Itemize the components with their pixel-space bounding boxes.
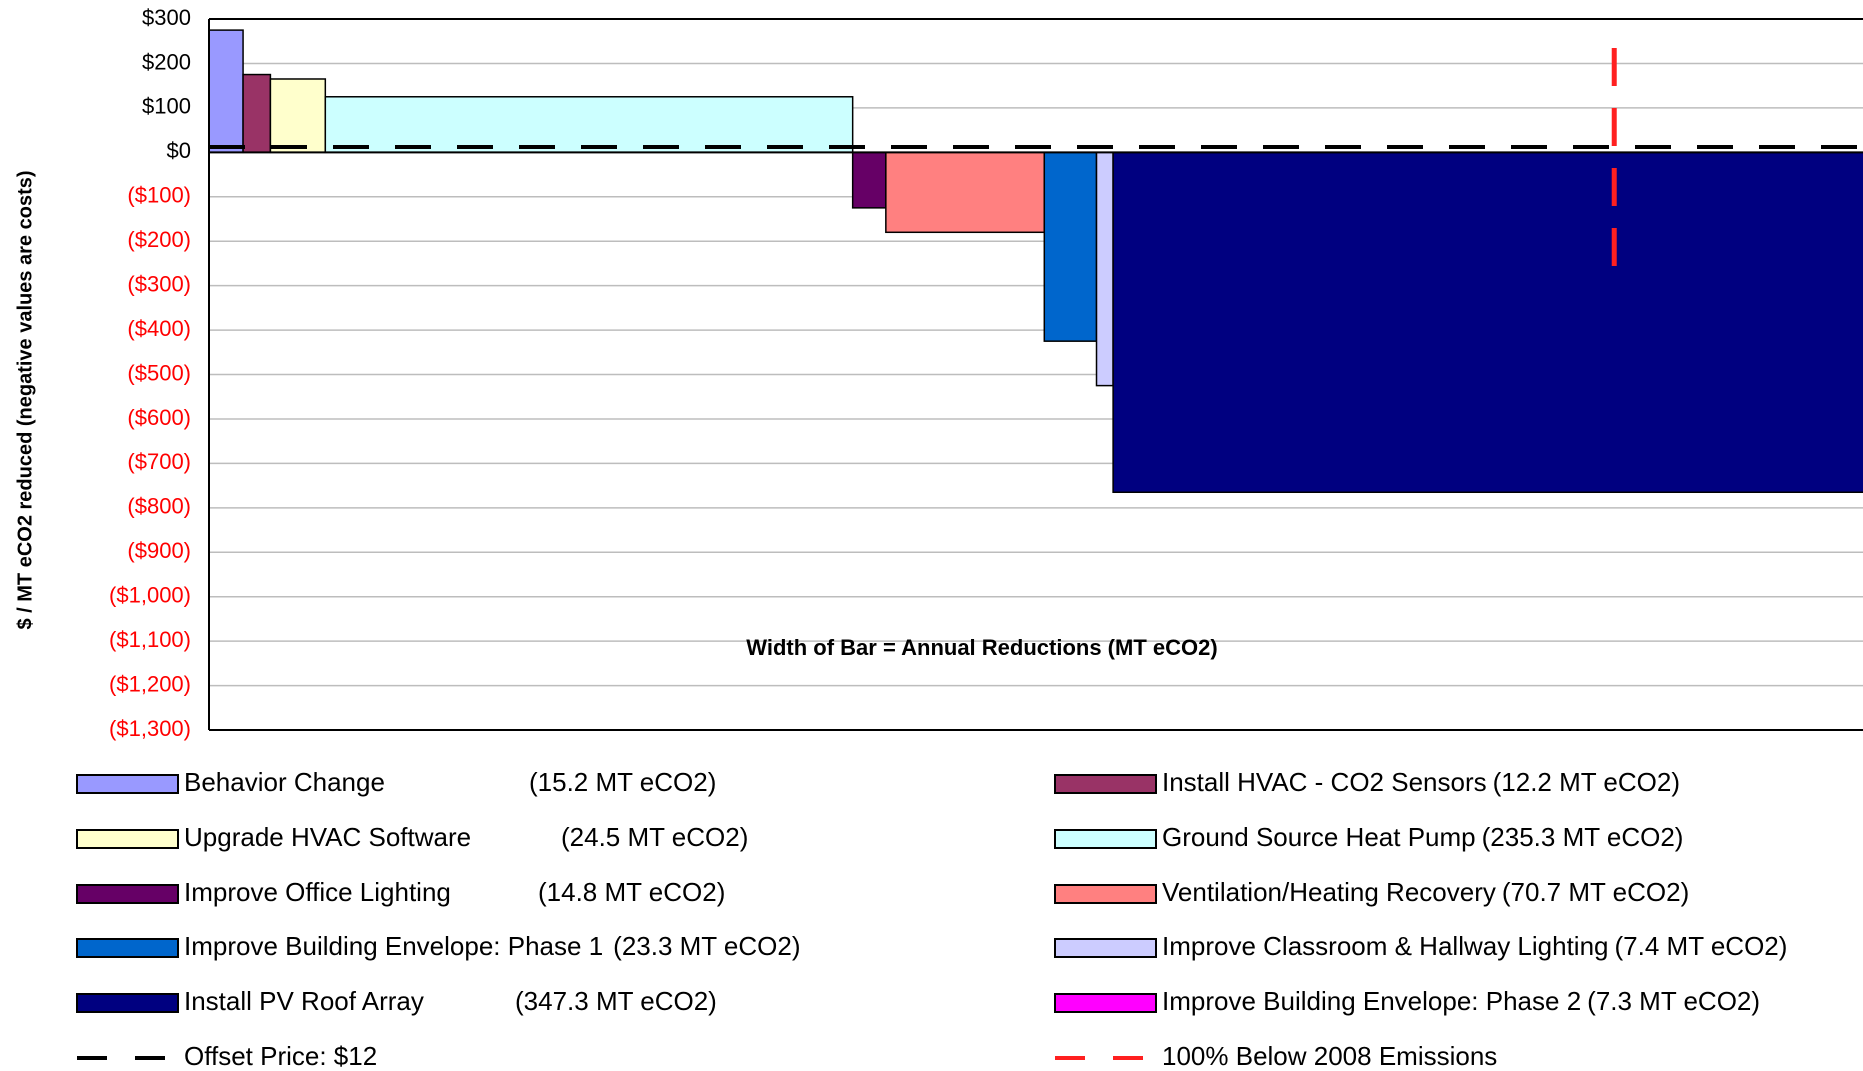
legend-swatch bbox=[76, 774, 179, 794]
legend-width: (15.2 MT eCO2) bbox=[529, 767, 716, 797]
y-tick-label: $200 bbox=[142, 49, 191, 74]
bar bbox=[885, 151, 1046, 234]
bar bbox=[269, 78, 327, 154]
y-tick-label: ($100) bbox=[127, 183, 191, 208]
y-tick-label: ($1,100) bbox=[109, 627, 191, 652]
bar bbox=[242, 73, 272, 154]
legend-width: (347.3 MT eCO2) bbox=[515, 986, 717, 1016]
bar bbox=[1112, 151, 1863, 494]
legend-width: (23.3 MT eCO2) bbox=[613, 931, 800, 961]
legend-label: Improve Building Envelope: Phase 1 (23.3 … bbox=[184, 931, 801, 961]
legend-width: (12.2 MT eCO2) bbox=[1493, 767, 1680, 797]
bar bbox=[1043, 151, 1098, 342]
legend-swatch bbox=[76, 938, 179, 958]
legend-swatch bbox=[1054, 829, 1157, 849]
legend-label: Ventilation/Heating Recovery (70.7 MT eCO… bbox=[1162, 877, 1689, 907]
legend-name: Install PV Roof Array bbox=[184, 986, 424, 1016]
y-tick-label: ($300) bbox=[127, 271, 191, 296]
legend-name: Ventilation/Heating Recovery bbox=[1162, 877, 1496, 907]
legend-swatch bbox=[1054, 884, 1157, 904]
legend-label: 100% Below 2008 Emissions bbox=[1162, 1041, 1497, 1071]
y-tick-label: $100 bbox=[142, 94, 191, 119]
y-tick-label: ($900) bbox=[127, 538, 191, 563]
legend-swatch bbox=[76, 993, 179, 1013]
legend-label: Upgrade HVAC Software (24.5 MT eCO2) bbox=[184, 822, 748, 852]
legend-swatch bbox=[1054, 993, 1157, 1013]
bar bbox=[324, 96, 854, 154]
y-tick-label: ($1,200) bbox=[109, 671, 191, 696]
legend-width: (235.3 MT eCO2) bbox=[1482, 822, 1684, 852]
y-tick-label: ($1,300) bbox=[109, 716, 191, 741]
legend-width: (24.5 MT eCO2) bbox=[561, 822, 748, 852]
bar bbox=[1095, 151, 1114, 387]
y-tick-label: $0 bbox=[167, 138, 191, 163]
y-axis-label: $ / MT eCO2 reduced (negative values are… bbox=[14, 170, 36, 629]
annotation: Width of Bar = Annual Reductions (MT eCO… bbox=[746, 635, 1217, 660]
legend-name: Behavior Change bbox=[184, 767, 385, 797]
legend-width: (7.3 MT eCO2) bbox=[1587, 986, 1760, 1016]
y-tick-label: ($700) bbox=[127, 449, 191, 474]
legend-label: Improve Building Envelope: Phase 2 (7.3 M… bbox=[1162, 986, 1760, 1016]
y-tick-label: ($1,000) bbox=[109, 583, 191, 608]
legend-label: Install PV Roof Array (347.3 MT eCO2) bbox=[184, 986, 717, 1016]
bar bbox=[851, 151, 887, 209]
y-tick-label: ($800) bbox=[127, 494, 191, 519]
legend-name: Upgrade HVAC Software bbox=[184, 822, 471, 852]
legend-width: (70.7 MT eCO2) bbox=[1502, 877, 1689, 907]
bar bbox=[209, 29, 244, 154]
y-tick-label: $300 bbox=[142, 5, 191, 30]
legend-label: Improve Office Lighting (14.8 MT eCO2) bbox=[184, 877, 725, 907]
legend-name: Install HVAC - CO2 Sensors bbox=[1162, 767, 1487, 797]
legend-name: Ground Source Heat Pump bbox=[1162, 822, 1476, 852]
legend-swatch bbox=[76, 884, 179, 904]
legend-label: Ground Source Heat Pump (235.3 MT eCO2) bbox=[1162, 822, 1683, 852]
legend-label: Install HVAC - CO2 Sensors (12.2 MT eCO2) bbox=[1162, 767, 1680, 797]
legend-label: Improve Classroom & Hallway Lighting (7.4… bbox=[1162, 931, 1787, 961]
y-tick-label: ($200) bbox=[127, 227, 191, 252]
legend-width: (14.8 MT eCO2) bbox=[538, 877, 725, 907]
legend-name: Improve Classroom & Hallway Lighting bbox=[1162, 931, 1609, 961]
y-tick-label: ($500) bbox=[127, 360, 191, 385]
legend-label: Behavior Change (15.2 MT eCO2) bbox=[184, 767, 716, 797]
legend-swatch bbox=[1054, 938, 1157, 958]
y-tick-label: ($400) bbox=[127, 316, 191, 341]
y-tick-label: ($600) bbox=[127, 405, 191, 430]
legend-label: Offset Price: $12 bbox=[184, 1041, 377, 1071]
legend-swatch bbox=[76, 829, 179, 849]
legend-swatch bbox=[1054, 774, 1157, 794]
legend-name: Improve Office Lighting bbox=[184, 877, 451, 907]
legend-name: Improve Building Envelope: Phase 2 bbox=[1162, 986, 1581, 1016]
legend-width: (7.4 MT eCO2) bbox=[1615, 931, 1788, 961]
legend-name: Improve Building Envelope: Phase 1 bbox=[184, 931, 603, 961]
